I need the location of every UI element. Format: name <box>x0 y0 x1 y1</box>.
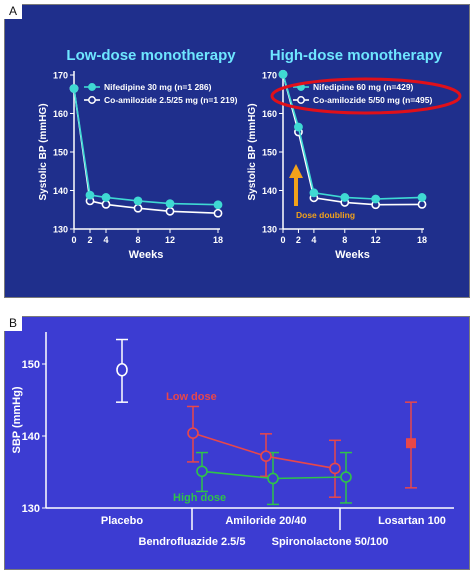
x-tick-label: 18 <box>417 235 427 245</box>
data-point <box>309 188 319 198</box>
data-point <box>69 84 79 93</box>
y-axis-label: Systolic BP (mmHG) <box>247 103 258 200</box>
data-point <box>187 427 199 439</box>
series-label: Low dose <box>166 391 217 403</box>
series-line <box>73 88 219 214</box>
x-axis-label: Weeks <box>129 249 164 261</box>
category-label: Bendrofluazide 2.5/5 <box>139 536 246 548</box>
data-point <box>329 462 341 475</box>
y-tick-label: 140 <box>262 186 277 196</box>
data-point <box>196 465 208 478</box>
chart-title: High-dose monotherapy <box>270 47 443 64</box>
legend-entry: Co-amilozide 5/50 mg (n=495) <box>313 95 432 105</box>
y-tick-label: 160 <box>53 109 68 119</box>
category-label: Losartan 100 <box>378 515 446 527</box>
panel-b: B <box>4 315 470 570</box>
data-point <box>101 199 111 209</box>
x-tick-label: 0 <box>71 235 76 245</box>
x-tick-label: 2 <box>296 235 301 245</box>
series-label: High dose <box>173 492 226 504</box>
data-point-placebo <box>116 362 128 377</box>
x-axis-label: Weeks <box>335 249 370 261</box>
data-point <box>85 190 95 200</box>
data-point <box>340 193 350 202</box>
dose-doubling-arrow <box>289 164 303 206</box>
legend-entry: Nifedipine 30 mg (n=1 286) <box>104 82 212 92</box>
data-point <box>371 194 381 204</box>
y-tick-label: 150 <box>22 359 40 371</box>
y-tick-label: 140 <box>22 431 40 443</box>
x-tick-label: 4 <box>311 235 316 245</box>
y-tick-label: 170 <box>53 71 68 81</box>
legend-marker <box>88 83 96 91</box>
data-point <box>417 199 427 209</box>
data-point <box>133 196 143 206</box>
panel-a-label: A <box>4 3 22 19</box>
legend-entry: Nifedipine 60 mg (n=429) <box>313 82 414 92</box>
y-tick-label: 130 <box>53 225 68 235</box>
category-label: Spironolactone 50/100 <box>272 536 389 548</box>
panel-b-label: B <box>4 315 22 331</box>
data-point <box>133 203 143 213</box>
x-tick-label: 2 <box>87 235 92 245</box>
x-tick-label: 12 <box>165 235 175 245</box>
y-tick-label: 130 <box>22 503 40 515</box>
y-axis-label: Systolic BP (mmHG) <box>38 103 49 200</box>
y-tick-label: 130 <box>262 225 277 235</box>
chart-title: Low-dose monotherapy <box>66 47 236 64</box>
data-point <box>294 122 303 132</box>
x-tick-label: 18 <box>213 235 223 245</box>
legend-entry: Co-amilozide 2.5/25 mg (n=1 219) <box>104 95 238 105</box>
data-point <box>165 206 175 216</box>
series-line <box>282 73 423 206</box>
data-point <box>340 471 352 483</box>
data-point <box>213 200 223 210</box>
x-tick-label: 4 <box>103 235 108 245</box>
category-label: Placebo <box>101 515 143 527</box>
y-tick-label: 160 <box>262 109 277 119</box>
data-point <box>165 199 175 208</box>
y-tick-label: 140 <box>53 186 68 196</box>
annotation-dose-doubling: Dose doubling <box>296 210 355 220</box>
category-label: Amiloride 20/40 <box>225 515 306 527</box>
y-axis-label: SBP (mmHg) <box>11 386 23 453</box>
x-tick-label: 8 <box>342 235 347 245</box>
data-point <box>101 193 111 202</box>
legend-marker <box>297 96 305 104</box>
y-tick-label: 170 <box>262 71 277 81</box>
series-line <box>282 73 423 200</box>
x-tick-label: 12 <box>371 235 381 245</box>
panel-a: A <box>4 3 470 298</box>
data-point <box>260 450 272 462</box>
y-tick-label: 150 <box>262 148 277 158</box>
data-point <box>267 472 279 485</box>
legend-marker <box>88 96 96 104</box>
highlight-ellipse <box>270 77 462 115</box>
y-tick-label: 150 <box>53 148 68 158</box>
series-line <box>73 88 219 206</box>
data-point-losartan <box>406 438 416 449</box>
x-tick-label: 8 <box>135 235 140 245</box>
x-tick-label: 0 <box>280 235 285 245</box>
data-point <box>417 193 427 202</box>
data-point <box>213 208 223 218</box>
data-point <box>278 69 288 79</box>
